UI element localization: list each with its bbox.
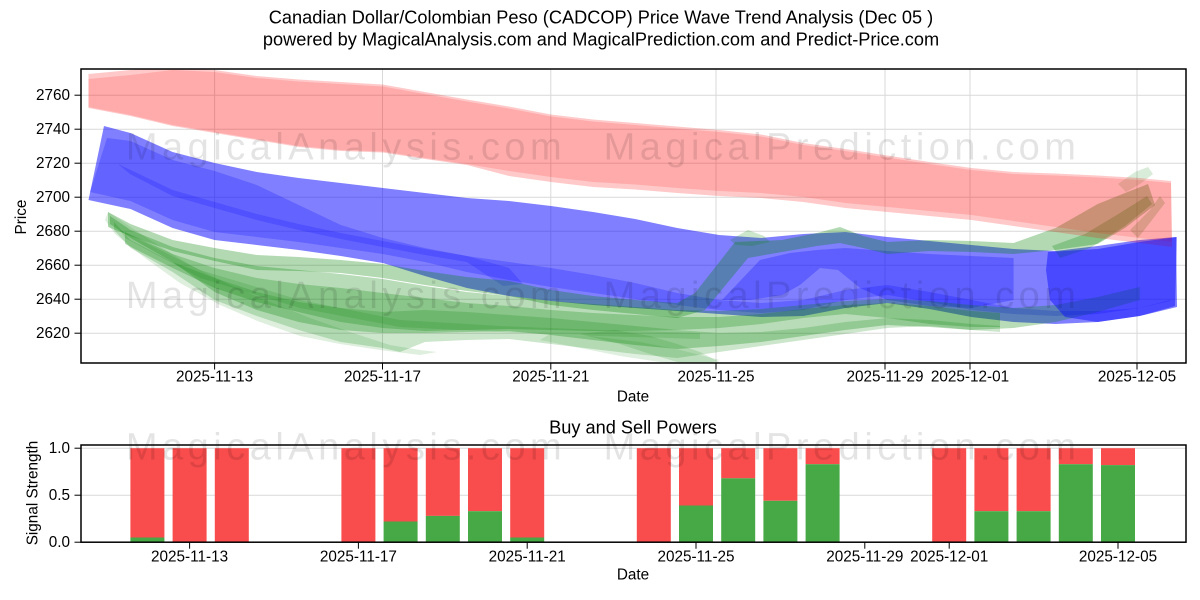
- svg-text:2025-12-05: 2025-12-05: [1098, 369, 1176, 386]
- svg-text:powered by MagicalAnalysis.com: powered by MagicalAnalysis.com and Magic…: [263, 30, 939, 50]
- svg-text:2025-11-13: 2025-11-13: [176, 369, 253, 386]
- svg-text:Date: Date: [617, 389, 649, 406]
- svg-text:2025-11-21: 2025-11-21: [512, 369, 589, 386]
- svg-text:Buy and Sell Powers: Buy and Sell Powers: [549, 418, 717, 438]
- svg-text:2025-12-05: 2025-12-05: [1079, 549, 1157, 566]
- svg-text:MagicalPrediction.com: MagicalPrediction.com: [604, 127, 1081, 169]
- svg-text:1.0: 1.0: [49, 440, 70, 457]
- svg-text:2025-11-17: 2025-11-17: [344, 369, 421, 386]
- svg-text:2760: 2760: [36, 87, 70, 104]
- svg-text:2025-12-01: 2025-12-01: [910, 549, 988, 566]
- svg-text:2025-11-29: 2025-11-29: [846, 369, 923, 386]
- svg-text:2680: 2680: [36, 223, 70, 240]
- svg-text:MagicalPrediction.com: MagicalPrediction.com: [604, 427, 1081, 469]
- svg-text:MagicalPrediction.com: MagicalPrediction.com: [604, 275, 1081, 317]
- svg-text:2660: 2660: [36, 257, 70, 274]
- svg-text:2700: 2700: [36, 189, 70, 206]
- svg-text:2025-11-13: 2025-11-13: [151, 549, 228, 566]
- svg-text:2720: 2720: [36, 155, 70, 172]
- svg-text:Date: Date: [617, 567, 649, 584]
- svg-text:2025-11-29: 2025-11-29: [826, 549, 903, 566]
- svg-text:2025-11-25: 2025-11-25: [657, 549, 734, 566]
- svg-text:0.0: 0.0: [49, 534, 70, 551]
- svg-text:MagicalAnalysis.com: MagicalAnalysis.com: [126, 275, 566, 317]
- svg-text:Signal Strength: Signal Strength: [25, 441, 42, 546]
- svg-text:2025-11-21: 2025-11-21: [489, 549, 566, 566]
- svg-text:MagicalAnalysis.com: MagicalAnalysis.com: [126, 127, 566, 169]
- svg-text:2025-11-17: 2025-11-17: [320, 549, 397, 566]
- svg-text:0.5: 0.5: [49, 487, 70, 504]
- svg-text:2620: 2620: [36, 325, 70, 342]
- svg-text:Canadian Dollar/Colombian Peso: Canadian Dollar/Colombian Peso (CADCOP) …: [269, 8, 933, 28]
- svg-text:Price: Price: [13, 200, 30, 235]
- svg-text:2025-12-01: 2025-12-01: [931, 369, 1009, 386]
- svg-text:2025-11-25: 2025-11-25: [677, 369, 754, 386]
- svg-text:2640: 2640: [36, 291, 70, 308]
- svg-text:2740: 2740: [36, 121, 70, 138]
- svg-text:MagicalAnalysis.com: MagicalAnalysis.com: [126, 427, 566, 469]
